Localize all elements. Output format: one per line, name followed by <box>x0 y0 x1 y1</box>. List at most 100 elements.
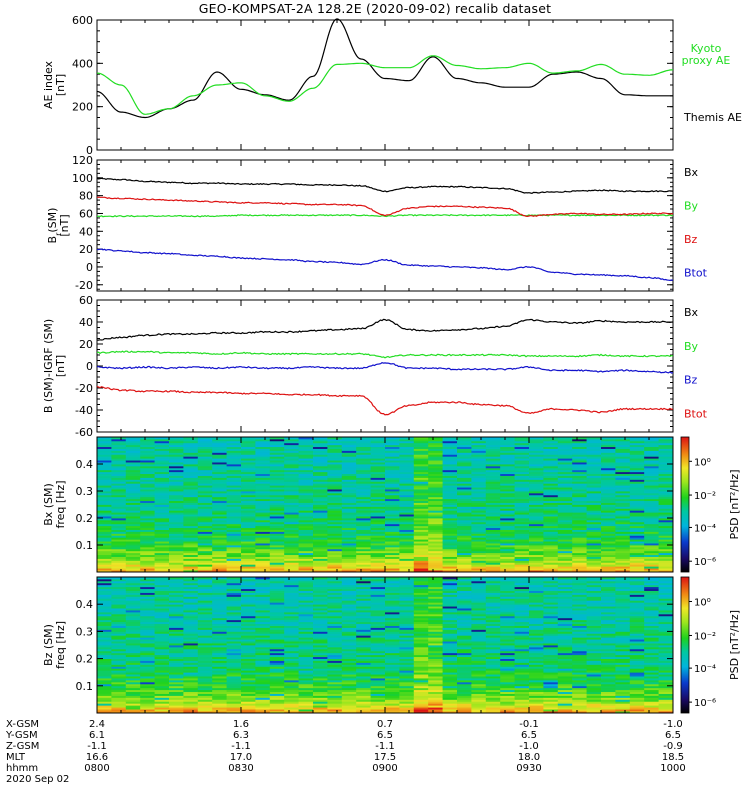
spectrogram-cell <box>529 467 544 471</box>
spectrogram-cell <box>615 552 631 556</box>
spectrogram-cell <box>327 662 343 665</box>
spectrogram-cell <box>428 656 443 659</box>
spectrogram-cell <box>284 697 299 700</box>
spectrogram-cell <box>125 639 141 642</box>
spectrogram-cell <box>125 481 141 484</box>
spectrogram-cell <box>327 625 343 628</box>
spectrogram-cell <box>313 460 328 463</box>
spectrogram-cell <box>241 438 256 442</box>
spectrogram-cell <box>140 570 155 573</box>
spectrogram-cell <box>298 498 314 502</box>
spectrogram-cell <box>226 506 242 509</box>
spectrogram-cell <box>428 494 443 498</box>
spectrogram-cell <box>615 454 631 457</box>
spectrogram-cell <box>241 481 256 484</box>
spectrogram-cell <box>111 527 127 530</box>
spectrogram-cell <box>370 448 386 451</box>
spectrogram-cell <box>644 498 659 502</box>
spectrogram-cell <box>284 584 299 588</box>
spectrogram-cell <box>212 460 227 463</box>
spectrogram-cell <box>413 504 429 507</box>
spectrogram-cell <box>442 606 458 609</box>
spectrogram-cell <box>183 699 199 702</box>
spectrogram-cell <box>356 582 371 586</box>
spectrogram-cell <box>370 558 386 561</box>
spectrogram-cell <box>601 525 616 529</box>
spectrogram-cell <box>327 556 343 559</box>
spectrogram-cell <box>514 508 530 511</box>
spectrogram-cell <box>241 539 256 542</box>
spectrogram-cell <box>514 500 530 503</box>
spectrogram-cell <box>442 491 458 494</box>
spectrogram-cell <box>543 537 559 540</box>
spectrogram-cell <box>572 510 587 513</box>
spectrogram-cell <box>399 500 415 503</box>
spectrogram-cell <box>658 541 674 544</box>
spectrogram-cell <box>241 586 256 590</box>
spectrogram-cell <box>241 578 256 582</box>
spectrogram-cell <box>413 458 429 461</box>
spectrogram-cell <box>629 467 645 471</box>
spectrogram-cell <box>327 543 343 546</box>
spectrogram-cell <box>111 627 127 630</box>
spectrogram-cell <box>298 641 314 644</box>
spectrogram-cell <box>284 627 299 630</box>
spectrogram-cell <box>457 442 472 446</box>
spectrogram-cell <box>543 469 559 473</box>
spectrogram-cell <box>485 531 501 534</box>
spectrogram-cell <box>183 660 199 663</box>
spectrogram-cell <box>428 533 443 536</box>
spectrogram-cell <box>557 481 573 484</box>
spectrogram-cell <box>125 562 141 565</box>
spectrogram-cell <box>385 516 400 519</box>
spectrogram-cell <box>644 500 659 503</box>
spectrogram-cell <box>212 685 227 689</box>
spectrogram-cell <box>586 454 602 457</box>
spectrogram-cell <box>313 709 328 712</box>
spectrogram-cell <box>226 491 242 494</box>
spectrogram-cell <box>485 545 501 548</box>
spectrogram-cell <box>154 594 170 597</box>
spectrogram-cell <box>154 668 170 671</box>
spectrogram-cell <box>298 664 314 667</box>
spectrogram-cell <box>413 691 429 694</box>
spectrogram-cell <box>471 521 487 525</box>
spectrogram-cell <box>385 658 400 661</box>
spectrogram-cell <box>212 606 227 609</box>
spectrogram-cell <box>212 494 227 498</box>
spectrogram-cell <box>327 676 343 679</box>
spectrogram-cell <box>313 641 328 644</box>
spectrogram-cell <box>327 652 343 656</box>
spectrogram-cell <box>269 670 285 673</box>
spectrogram-cell <box>269 460 285 463</box>
spectrogram-cell <box>514 444 530 448</box>
spectrogram-cell <box>111 615 127 619</box>
spectrogram-cell <box>183 518 199 521</box>
spectrogram-cell <box>442 660 458 663</box>
spectrogram-cell <box>313 580 328 584</box>
spectrogram-cell <box>601 564 616 567</box>
spectrogram-cell <box>514 485 530 488</box>
spectrogram-cell <box>399 458 415 461</box>
spectrogram-cell <box>241 516 256 519</box>
spectrogram-cell <box>298 462 314 465</box>
spectrogram-cell <box>442 627 458 630</box>
spectrogram-cell <box>413 471 429 475</box>
spectrogram-cell <box>269 606 285 609</box>
spectrogram-cell <box>500 552 515 556</box>
spectrogram-cell <box>442 452 458 455</box>
spectrogram-cell <box>313 608 328 611</box>
spectrogram-cell <box>615 558 631 561</box>
spectrogram-cell <box>629 548 645 552</box>
spectrogram-cell <box>557 456 573 459</box>
spectrogram-cell <box>197 658 213 661</box>
spectrogram-cell <box>413 473 429 476</box>
spectrogram-cell <box>399 465 415 469</box>
spectrogram-cell <box>241 635 256 638</box>
spectrogram-cell <box>399 560 415 563</box>
spectrogram-cell <box>658 465 674 469</box>
spectrogram-cell <box>255 516 271 519</box>
spectrogram-cell <box>485 527 501 530</box>
spectrogram-cell <box>658 460 674 463</box>
spectrogram-cell <box>269 479 285 482</box>
